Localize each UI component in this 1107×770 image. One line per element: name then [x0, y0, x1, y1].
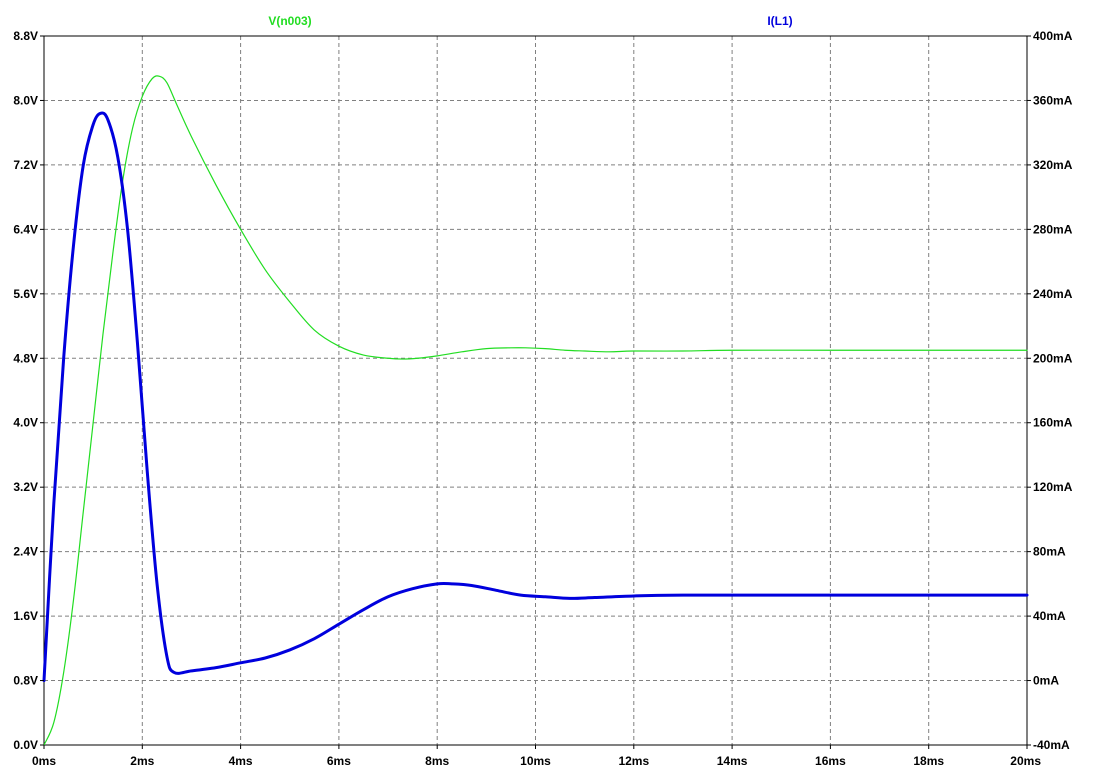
left-tick-label: 8.0V: [13, 93, 38, 107]
left-tick-label: 2.4V: [13, 545, 38, 559]
left-tick-label: 5.6V: [13, 287, 38, 301]
right-tick-label: 40mA: [1033, 609, 1066, 623]
left-axis-ticks: 0.0V 0.8V 1.6V 2.4V 3.2V 4.0V 4.8V 5.6V 6.4V 7.2V…: [13, 29, 44, 752]
right-tick-label: 280mA: [1033, 222, 1073, 236]
left-tick-label: 8.8V: [13, 29, 38, 43]
x-tick-label: 16ms: [815, 754, 846, 768]
right-tick-label: 160mA: [1033, 416, 1073, 430]
left-tick-label: 6.4V: [13, 222, 38, 236]
right-axis-ticks: -40mA 0mA 40mA 80mA 120mA 160mA 200mA 240mA 280m…: [1027, 29, 1073, 752]
left-tick-label: 3.2V: [13, 480, 38, 494]
x-tick-label: 20ms: [1010, 754, 1041, 768]
x-tick-label: 14ms: [717, 754, 748, 768]
right-tick-label: 0mA: [1033, 674, 1059, 688]
left-tick-label: 0.8V: [13, 674, 38, 688]
series-line-v-n003: [43, 75, 1028, 746]
x-tick-label: 2ms: [130, 754, 154, 768]
right-tick-label: -40mA: [1033, 738, 1070, 752]
legend: V(n003) I(L1): [268, 14, 792, 28]
x-tick-label: 10ms: [520, 754, 551, 768]
x-tick-label: 4ms: [229, 754, 253, 768]
legend-i-l1: I(L1): [767, 14, 792, 28]
series-line-i-l1: [42, 111, 1029, 683]
grid: [44, 36, 1027, 745]
right-tick-label: 120mA: [1033, 480, 1073, 494]
left-tick-label: 0.0V: [13, 738, 38, 752]
right-tick-label: 80mA: [1033, 545, 1066, 559]
x-axis-ticks: 0ms 2ms 4ms 6ms 8ms 10ms 12ms 14ms 16ms 18ms 20ms: [32, 745, 1041, 768]
x-tick-label: 0ms: [32, 754, 56, 768]
x-tick-label: 18ms: [913, 754, 944, 768]
x-tick-label: 12ms: [618, 754, 649, 768]
left-tick-label: 4.8V: [13, 351, 38, 365]
left-tick-label: 7.2V: [13, 158, 38, 172]
right-tick-label: 240mA: [1033, 287, 1073, 301]
right-tick-label: 360mA: [1033, 93, 1073, 107]
right-tick-label: 200mA: [1033, 351, 1073, 365]
x-tick-label: 8ms: [425, 754, 449, 768]
left-tick-label: 4.0V: [13, 416, 38, 430]
series-layer: [42, 75, 1029, 746]
x-tick-label: 6ms: [327, 754, 351, 768]
right-tick-label: 320mA: [1033, 158, 1073, 172]
left-tick-label: 1.6V: [13, 609, 38, 623]
legend-v-n003: V(n003): [268, 14, 311, 28]
right-tick-label: 400mA: [1033, 29, 1073, 43]
